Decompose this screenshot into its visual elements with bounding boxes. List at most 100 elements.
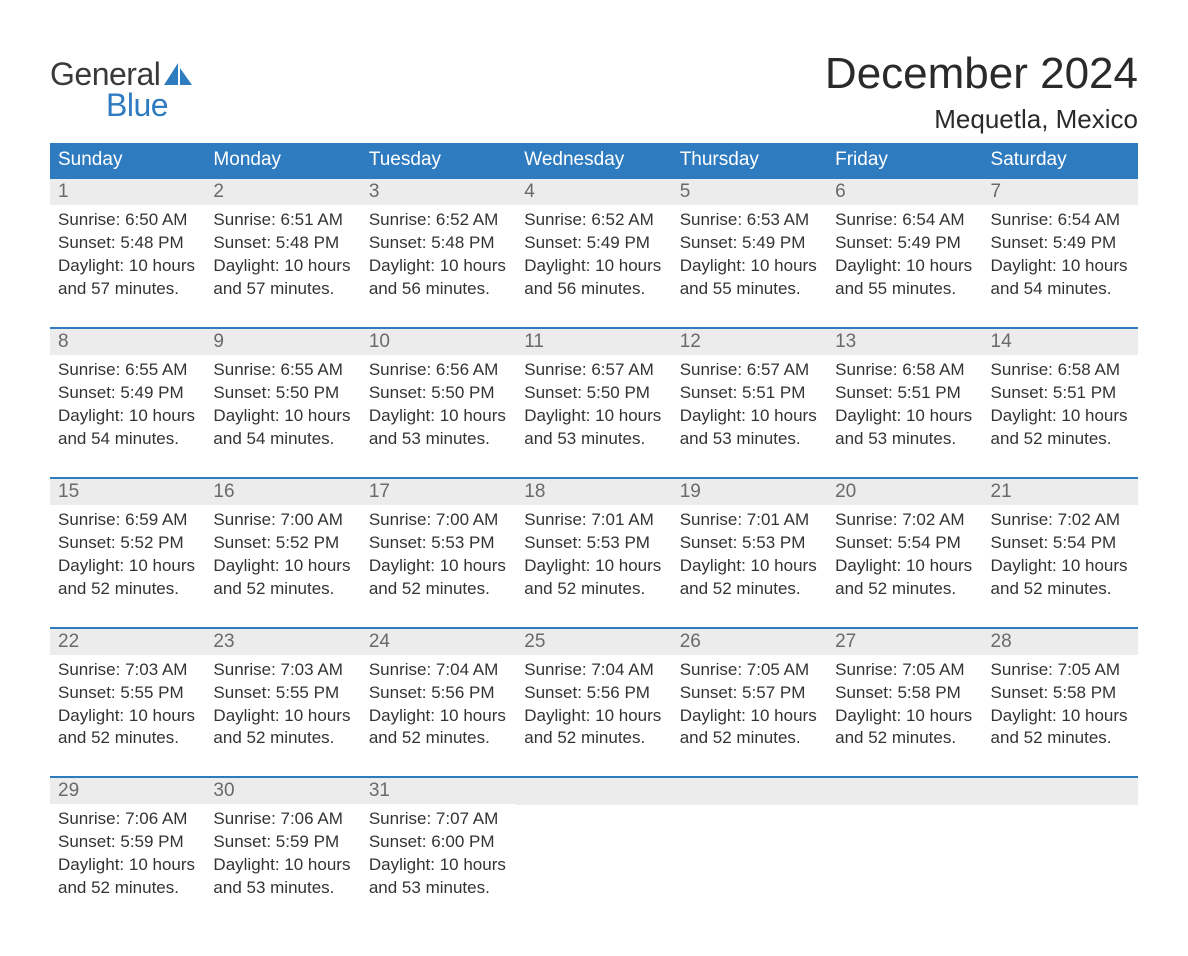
day-content: Sunrise: 6:52 AMSunset: 5:48 PMDaylight:…	[361, 205, 516, 327]
calendar-cell: 26Sunrise: 7:05 AMSunset: 5:57 PMDayligh…	[672, 628, 827, 778]
calendar-cell: 24Sunrise: 7:04 AMSunset: 5:56 PMDayligh…	[361, 628, 516, 778]
daylight-line: Daylight: 10 hours and 53 minutes.	[369, 854, 508, 900]
sunset-line: Sunset: 5:52 PM	[213, 532, 352, 555]
calendar-cell: 18Sunrise: 7:01 AMSunset: 5:53 PMDayligh…	[516, 478, 671, 628]
sunrise-line: Sunrise: 6:54 AM	[991, 209, 1130, 232]
sunset-line: Sunset: 5:52 PM	[58, 532, 197, 555]
sunrise-line: Sunrise: 7:03 AM	[58, 659, 197, 682]
sunrise-line: Sunrise: 7:00 AM	[213, 509, 352, 532]
sunset-line: Sunset: 5:57 PM	[680, 682, 819, 705]
day-number: 9	[205, 329, 360, 355]
day-content: Sunrise: 7:00 AMSunset: 5:53 PMDaylight:…	[361, 505, 516, 627]
daylight-line: Daylight: 10 hours and 57 minutes.	[213, 255, 352, 301]
daylight-line: Daylight: 10 hours and 52 minutes.	[524, 555, 663, 601]
weekday-header: Wednesday	[516, 143, 671, 178]
day-number: 17	[361, 479, 516, 505]
day-content: Sunrise: 6:55 AMSunset: 5:49 PMDaylight:…	[50, 355, 205, 477]
location: Mequetla, Mexico	[825, 104, 1138, 135]
sunset-line: Sunset: 5:48 PM	[369, 232, 508, 255]
day-number: 7	[983, 179, 1138, 205]
daylight-line: Daylight: 10 hours and 52 minutes.	[680, 555, 819, 601]
calendar-page: General Blue December 2024 Mequetla, Mex…	[0, 0, 1188, 956]
daylight-line: Daylight: 10 hours and 52 minutes.	[369, 555, 508, 601]
weekday-header: Friday	[827, 143, 982, 178]
day-number: 1	[50, 179, 205, 205]
daylight-line: Daylight: 10 hours and 52 minutes.	[835, 555, 974, 601]
sail-icon	[164, 63, 194, 90]
sunrise-line: Sunrise: 6:53 AM	[680, 209, 819, 232]
calendar-cell: 22Sunrise: 7:03 AMSunset: 5:55 PMDayligh…	[50, 628, 205, 778]
day-number: 6	[827, 179, 982, 205]
day-number: 20	[827, 479, 982, 505]
sunset-line: Sunset: 5:58 PM	[991, 682, 1130, 705]
day-content: Sunrise: 7:02 AMSunset: 5:54 PMDaylight:…	[827, 505, 982, 627]
calendar-cell: 17Sunrise: 7:00 AMSunset: 5:53 PMDayligh…	[361, 478, 516, 628]
day-content: Sunrise: 7:01 AMSunset: 5:53 PMDaylight:…	[672, 505, 827, 627]
sunrise-line: Sunrise: 7:06 AM	[58, 808, 197, 831]
daylight-line: Daylight: 10 hours and 52 minutes.	[58, 555, 197, 601]
daylight-line: Daylight: 10 hours and 55 minutes.	[835, 255, 974, 301]
calendar-cell: 28Sunrise: 7:05 AMSunset: 5:58 PMDayligh…	[983, 628, 1138, 778]
day-content: Sunrise: 6:56 AMSunset: 5:50 PMDaylight:…	[361, 355, 516, 477]
daylight-line: Daylight: 10 hours and 54 minutes.	[991, 255, 1130, 301]
weekday-header-row: Sunday Monday Tuesday Wednesday Thursday…	[50, 143, 1138, 178]
daylight-line: Daylight: 10 hours and 56 minutes.	[369, 255, 508, 301]
day-number: 28	[983, 629, 1138, 655]
day-content: Sunrise: 6:59 AMSunset: 5:52 PMDaylight:…	[50, 505, 205, 627]
sunrise-line: Sunrise: 7:05 AM	[991, 659, 1130, 682]
sunset-line: Sunset: 5:48 PM	[58, 232, 197, 255]
day-content: Sunrise: 7:05 AMSunset: 5:58 PMDaylight:…	[983, 655, 1138, 777]
sunset-line: Sunset: 5:50 PM	[524, 382, 663, 405]
sunset-line: Sunset: 5:58 PM	[835, 682, 974, 705]
day-number: 29	[50, 778, 205, 804]
day-number: 27	[827, 629, 982, 655]
day-number: 16	[205, 479, 360, 505]
calendar-cell: 15Sunrise: 6:59 AMSunset: 5:52 PMDayligh…	[50, 478, 205, 628]
day-number: 31	[361, 778, 516, 804]
sunrise-line: Sunrise: 7:00 AM	[369, 509, 508, 532]
daylight-line: Daylight: 10 hours and 53 minutes.	[680, 405, 819, 451]
sunrise-line: Sunrise: 6:52 AM	[369, 209, 508, 232]
day-number: 8	[50, 329, 205, 355]
sunrise-line: Sunrise: 6:57 AM	[680, 359, 819, 382]
sunset-line: Sunset: 5:55 PM	[213, 682, 352, 705]
sunset-line: Sunset: 5:49 PM	[58, 382, 197, 405]
daylight-line: Daylight: 10 hours and 52 minutes.	[835, 705, 974, 751]
sunrise-line: Sunrise: 6:51 AM	[213, 209, 352, 232]
calendar-cell: 1Sunrise: 6:50 AMSunset: 5:48 PMDaylight…	[50, 178, 205, 328]
day-content: Sunrise: 7:03 AMSunset: 5:55 PMDaylight:…	[50, 655, 205, 777]
sunset-line: Sunset: 5:51 PM	[835, 382, 974, 405]
day-content: Sunrise: 7:06 AMSunset: 5:59 PMDaylight:…	[205, 804, 360, 926]
daylight-line: Daylight: 10 hours and 52 minutes.	[680, 705, 819, 751]
weekday-header: Tuesday	[361, 143, 516, 178]
sunset-line: Sunset: 5:49 PM	[524, 232, 663, 255]
calendar-week-row: 8Sunrise: 6:55 AMSunset: 5:49 PMDaylight…	[50, 328, 1138, 478]
day-number: 11	[516, 329, 671, 355]
calendar-cell: 11Sunrise: 6:57 AMSunset: 5:50 PMDayligh…	[516, 328, 671, 478]
day-number: 18	[516, 479, 671, 505]
sunrise-line: Sunrise: 7:06 AM	[213, 808, 352, 831]
calendar-cell	[983, 777, 1138, 926]
sunset-line: Sunset: 5:59 PM	[213, 831, 352, 854]
day-content: Sunrise: 7:05 AMSunset: 5:57 PMDaylight:…	[672, 655, 827, 777]
sunset-line: Sunset: 5:59 PM	[58, 831, 197, 854]
day-number: 30	[205, 778, 360, 804]
sunset-line: Sunset: 5:48 PM	[213, 232, 352, 255]
sunrise-line: Sunrise: 6:58 AM	[991, 359, 1130, 382]
daylight-line: Daylight: 10 hours and 54 minutes.	[58, 405, 197, 451]
calendar-cell: 19Sunrise: 7:01 AMSunset: 5:53 PMDayligh…	[672, 478, 827, 628]
sunrise-line: Sunrise: 6:55 AM	[58, 359, 197, 382]
sunrise-line: Sunrise: 6:58 AM	[835, 359, 974, 382]
sunrise-line: Sunrise: 7:02 AM	[991, 509, 1130, 532]
daylight-line: Daylight: 10 hours and 54 minutes.	[213, 405, 352, 451]
calendar-cell	[827, 777, 982, 926]
sunset-line: Sunset: 5:56 PM	[524, 682, 663, 705]
title-block: December 2024 Mequetla, Mexico	[825, 50, 1138, 135]
sunrise-line: Sunrise: 7:03 AM	[213, 659, 352, 682]
day-number: 21	[983, 479, 1138, 505]
calendar-cell: 25Sunrise: 7:04 AMSunset: 5:56 PMDayligh…	[516, 628, 671, 778]
day-number: 15	[50, 479, 205, 505]
calendar-cell	[516, 777, 671, 926]
calendar-cell: 31Sunrise: 7:07 AMSunset: 6:00 PMDayligh…	[361, 777, 516, 926]
header: General Blue December 2024 Mequetla, Mex…	[50, 50, 1138, 135]
